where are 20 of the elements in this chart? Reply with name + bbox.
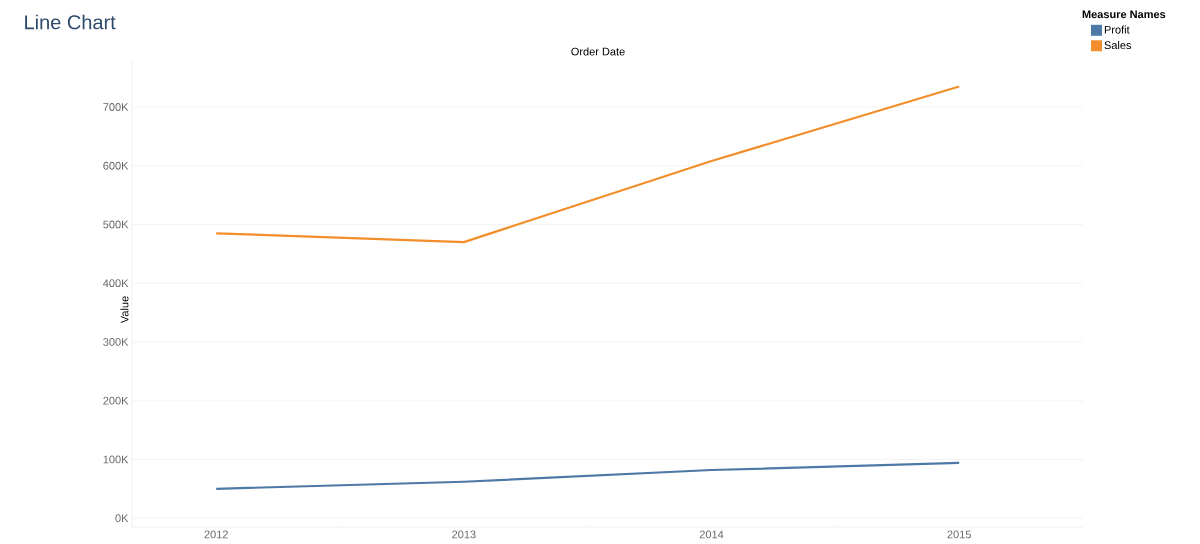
y-tick-label: 0K xyxy=(115,514,129,523)
x-tick-label: 2014 xyxy=(699,530,724,539)
line-series xyxy=(215,85,961,244)
y-tick-label: 200K xyxy=(103,396,129,405)
chart-title: Line Chart xyxy=(25,14,116,30)
legend-label: Profit xyxy=(1104,25,1130,34)
x-tick-label: 2013 xyxy=(452,530,476,539)
line-series xyxy=(215,461,961,490)
y-tick-label: 700K xyxy=(103,103,129,111)
y-tick-label: 300K xyxy=(103,338,129,346)
legend-label: Sales xyxy=(1104,41,1132,50)
x-axis-title: Order Date xyxy=(571,47,625,56)
y-tick-label: 600K xyxy=(103,161,129,170)
y-axis-title: Value xyxy=(120,296,129,324)
y-tick-label: 500K xyxy=(103,220,129,229)
x-tick-label: 2012 xyxy=(204,530,228,539)
x-tick-label: 2015 xyxy=(947,530,971,539)
y-tick-label: 100K xyxy=(103,455,129,464)
y-tick-label: 400K xyxy=(103,279,129,288)
legend-title: Measure Names xyxy=(1082,10,1166,19)
